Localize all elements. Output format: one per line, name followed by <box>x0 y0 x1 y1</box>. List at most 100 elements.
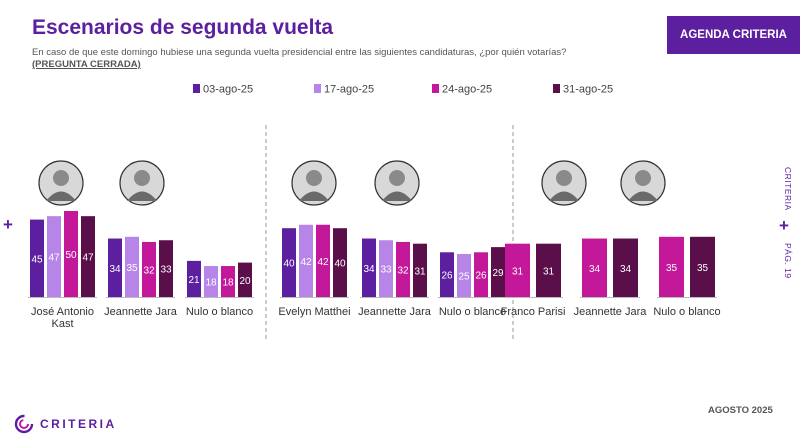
report-date: AGOSTO 2025 <box>708 405 773 416</box>
bar-value-label: 42 <box>317 257 329 268</box>
page-title: Escenarios de segunda vuelta <box>32 16 334 39</box>
bar <box>238 262 252 297</box>
bar-group: 31 31 Franco Parisi <box>501 243 566 318</box>
bar-value-label: 34 <box>109 264 121 275</box>
bar-group: 34 33 32 31 Jeannette Jara <box>358 238 432 318</box>
category-label: Nulo o blanco <box>186 306 253 318</box>
bar <box>396 241 410 297</box>
photo-jara-icon <box>620 160 666 206</box>
photo-matthei-icon <box>291 160 337 206</box>
bar-value-label: 32 <box>397 265 409 276</box>
bar-value-label: 42 <box>300 257 312 268</box>
legend-label: 17-ago-25 <box>324 84 374 96</box>
bar <box>221 266 235 297</box>
bar-value-label: 40 <box>334 259 346 270</box>
bar <box>30 219 44 297</box>
bar-group: 26 25 26 29 Nulo o blanco <box>438 247 507 318</box>
photo-jara-icon <box>119 160 165 206</box>
legend-item: 17-ago-25 <box>314 84 374 96</box>
category-label: Jeannette Jara <box>358 306 432 318</box>
category-label: Evelyn Matthei <box>278 306 350 318</box>
legend-item: 24-ago-25 <box>432 84 492 96</box>
photo-parisi-icon <box>541 160 587 206</box>
bar <box>457 254 471 297</box>
bar-value-label: 40 <box>283 259 295 270</box>
bar <box>362 238 376 297</box>
bar-value-label: 31 <box>414 266 426 277</box>
side-plus-right: + <box>779 216 789 235</box>
question-text: En caso de que este domingo hubiese una … <box>32 47 566 71</box>
criteria-logo-icon <box>14 414 34 434</box>
bar <box>108 238 122 297</box>
legend-label: 03-ago-25 <box>203 84 253 96</box>
category-label: Nulo o blanco <box>653 306 720 318</box>
bar <box>659 236 684 297</box>
bar <box>491 247 505 297</box>
category-label: Jeannette Jara <box>104 306 178 318</box>
bar-value-label: 35 <box>666 263 678 274</box>
bar <box>413 243 427 297</box>
bar-value-label: 31 <box>543 266 555 277</box>
bar-value-label: 21 <box>188 275 200 286</box>
bar <box>204 266 218 297</box>
bar-value-label: 31 <box>512 266 524 277</box>
bar <box>142 241 156 297</box>
bar <box>333 228 347 297</box>
bar-value-label: 33 <box>380 265 392 276</box>
bar-value-label: 26 <box>475 271 487 282</box>
bar-value-label: 45 <box>31 254 43 265</box>
bar-value-label: 47 <box>48 253 60 264</box>
bar-value-label: 35 <box>697 263 709 274</box>
bar-group: 21 18 18 20 Nulo o blanco <box>185 260 254 318</box>
photo-jara-icon <box>374 160 420 206</box>
legend-swatch <box>314 84 321 93</box>
bar-value-label: 47 <box>82 253 94 264</box>
photo-kast-icon <box>38 160 84 206</box>
category-label: Franco Parisi <box>501 306 566 318</box>
side-plus-left: + <box>3 215 13 234</box>
question-line: En caso de que este domingo hubiese una … <box>32 47 567 58</box>
bar-value-label: 32 <box>143 265 155 276</box>
bar <box>536 243 561 297</box>
bar <box>474 252 488 297</box>
category-label: José Antonio <box>31 306 94 318</box>
bar-value-label: 29 <box>492 268 504 279</box>
bar-value-label: 26 <box>441 271 453 282</box>
logo-wordmark: CRITERIA <box>40 417 117 431</box>
bar <box>582 238 607 297</box>
bar <box>613 238 638 297</box>
bar <box>187 260 201 297</box>
bar <box>159 240 173 297</box>
legend-label: 31-ago-25 <box>563 84 613 96</box>
bar-value-label: 34 <box>620 264 632 275</box>
bar-value-label: 34 <box>589 264 601 275</box>
bar-group: 40 42 42 40 Evelyn Matthei <box>278 224 351 318</box>
bar-group: 34 34 Jeannette Jara <box>574 238 647 318</box>
agenda-badge: AGENDA CRITERIA <box>667 16 800 54</box>
bar <box>379 240 393 297</box>
bar-value-label: 18 <box>222 278 234 289</box>
bar-value-label: 25 <box>458 272 470 283</box>
legend-swatch <box>193 84 200 93</box>
bar <box>64 211 78 297</box>
side-brand-text: CRITERIA <box>783 167 793 211</box>
category-label: Nulo o blanco <box>439 306 506 318</box>
bar <box>690 236 715 297</box>
legend-item: 03-ago-25 <box>193 84 253 96</box>
bar <box>282 228 296 297</box>
legend-swatch <box>553 84 560 93</box>
category-label: Kast <box>51 318 73 330</box>
legend-swatch <box>432 84 439 93</box>
bar-value-label: 18 <box>205 278 217 289</box>
bar-group: 34 35 32 33 Jeannette Jara <box>104 236 178 318</box>
bar <box>505 243 530 297</box>
page-number: PÁG. 19 <box>783 243 793 279</box>
bar-value-label: 34 <box>363 264 375 275</box>
bar <box>125 236 139 297</box>
bar-value-label: 35 <box>126 263 138 274</box>
criteria-logo: CRITERIA <box>14 414 117 434</box>
question-type-note: (PREGUNTA CERRADA) <box>32 59 141 70</box>
bar <box>440 252 454 297</box>
bar <box>316 224 330 297</box>
